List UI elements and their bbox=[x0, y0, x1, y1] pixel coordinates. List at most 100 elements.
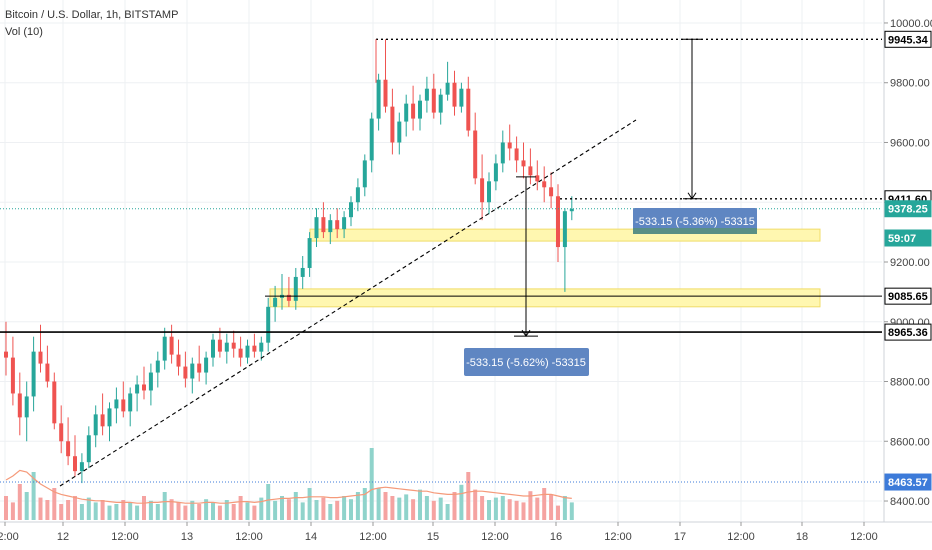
volume-indicator-title[interactable]: Vol (10) bbox=[5, 26, 43, 38]
volume-bar bbox=[397, 497, 402, 520]
time-tick-label: 12:00 bbox=[359, 531, 387, 543]
candle-body bbox=[376, 79, 381, 119]
time-tick-label: 12:00 bbox=[0, 531, 19, 543]
time-tick-label: 12:00 bbox=[850, 531, 878, 543]
volume-bar bbox=[93, 502, 98, 520]
volume-bar bbox=[466, 472, 471, 520]
volume-bar bbox=[121, 500, 126, 520]
volume-bar bbox=[431, 500, 436, 520]
volume-bar bbox=[314, 500, 319, 520]
time-tick-label: 16 bbox=[550, 531, 562, 543]
volume-bar bbox=[100, 500, 105, 520]
volume-bar bbox=[142, 496, 146, 520]
time-axis[interactable]: 12:00 12 12:00 13 12:00 14 12:00 15 12:00 16 12:00… bbox=[0, 521, 932, 543]
price-label-box bbox=[884, 30, 932, 48]
candle-body bbox=[238, 348, 243, 358]
measure-box bbox=[464, 348, 589, 376]
volume-bar bbox=[418, 489, 422, 520]
volume-bar bbox=[507, 499, 512, 520]
candle-body bbox=[135, 384, 140, 394]
volume-bar bbox=[114, 504, 119, 520]
time-tick-label: 12:00 bbox=[235, 531, 263, 543]
volume-bars bbox=[4, 448, 574, 520]
candle-body bbox=[328, 220, 333, 233]
volume-bar bbox=[252, 505, 257, 520]
time-tick-label: 12 bbox=[57, 531, 69, 543]
candle-body bbox=[211, 339, 215, 358]
price-label-text: 8463.57 bbox=[888, 477, 928, 489]
candle-body bbox=[459, 88, 464, 107]
volume-ma-line bbox=[5, 469, 572, 504]
volume-bar bbox=[204, 499, 209, 520]
volume-bar bbox=[480, 496, 485, 520]
volume-bar bbox=[535, 497, 540, 520]
candle-body bbox=[473, 130, 478, 179]
candle-body bbox=[521, 160, 526, 167]
volume-bar bbox=[349, 499, 353, 520]
candle-body bbox=[556, 196, 560, 248]
candle-body bbox=[300, 267, 305, 277]
candle-body bbox=[535, 175, 540, 182]
volume-bar bbox=[245, 502, 250, 520]
candle-body bbox=[128, 393, 133, 412]
volume-bar bbox=[362, 488, 367, 520]
volume-bar bbox=[4, 496, 8, 520]
candle-body bbox=[418, 100, 422, 119]
volume-bar bbox=[286, 499, 291, 520]
volume-bar bbox=[86, 497, 91, 520]
candle-body bbox=[293, 276, 298, 301]
volume-bar bbox=[211, 502, 215, 520]
chart-legend: Bitcoin / U.S. Dollar, 1h, BITSTAMP Vol … bbox=[5, 7, 178, 41]
candle-body bbox=[45, 363, 50, 382]
volume-bar bbox=[169, 499, 174, 520]
volume-bar bbox=[31, 472, 36, 520]
price-tick-label: 8400.00 bbox=[890, 496, 930, 508]
candle-body bbox=[493, 163, 498, 182]
volume-bar bbox=[514, 500, 519, 520]
candle-body bbox=[562, 211, 567, 248]
volume-bar bbox=[107, 505, 112, 520]
measure-box bbox=[633, 208, 757, 234]
candle-body bbox=[79, 462, 84, 472]
candle-body bbox=[383, 79, 388, 107]
time-tick-label: 15 bbox=[427, 531, 439, 543]
price-label-text: 9085.65 bbox=[888, 291, 928, 303]
volume-bar bbox=[38, 497, 43, 520]
volume-bar bbox=[562, 496, 567, 520]
candle-body bbox=[273, 297, 278, 307]
symbol-title[interactable]: Bitcoin / U.S. Dollar, 1h, BITSTAMP bbox=[5, 9, 179, 21]
price-label-text: 59:07 bbox=[888, 233, 916, 245]
support-zone bbox=[269, 288, 821, 308]
candle-body bbox=[59, 423, 64, 442]
volume-bar bbox=[383, 492, 388, 520]
candle-body bbox=[411, 103, 416, 119]
time-tick-label: 12:00 bbox=[481, 531, 509, 543]
candle-body bbox=[183, 366, 188, 379]
candle-body bbox=[569, 208, 574, 212]
candle-body bbox=[514, 148, 519, 161]
time-tick-label: 12:00 bbox=[111, 531, 139, 543]
candle-body bbox=[390, 106, 395, 143]
candle-body bbox=[507, 142, 512, 149]
candle-body bbox=[500, 142, 505, 164]
price-label-text: 9378.25 bbox=[888, 204, 928, 216]
volume-bar bbox=[473, 489, 478, 520]
candle-body bbox=[487, 181, 491, 203]
candle-body bbox=[355, 187, 360, 203]
candle-body bbox=[266, 306, 271, 343]
volume-bar bbox=[335, 500, 340, 520]
measure-label: -533.15 (-5.62%) -53315 bbox=[466, 357, 586, 369]
volume-bar bbox=[528, 491, 533, 520]
candle-body bbox=[342, 217, 347, 230]
volume-bar bbox=[59, 504, 64, 520]
price-axis[interactable]: 10000.009800.009600.009400.009200.009000… bbox=[883, 0, 932, 522]
trend-line bbox=[59, 119, 637, 487]
candle-body bbox=[335, 220, 340, 230]
candle-body bbox=[24, 396, 29, 418]
time-tick-label: 17 bbox=[674, 531, 686, 543]
candle-body bbox=[100, 414, 105, 427]
candle-body bbox=[549, 187, 554, 197]
volume-bar bbox=[445, 504, 450, 520]
volume-bar bbox=[300, 502, 305, 520]
